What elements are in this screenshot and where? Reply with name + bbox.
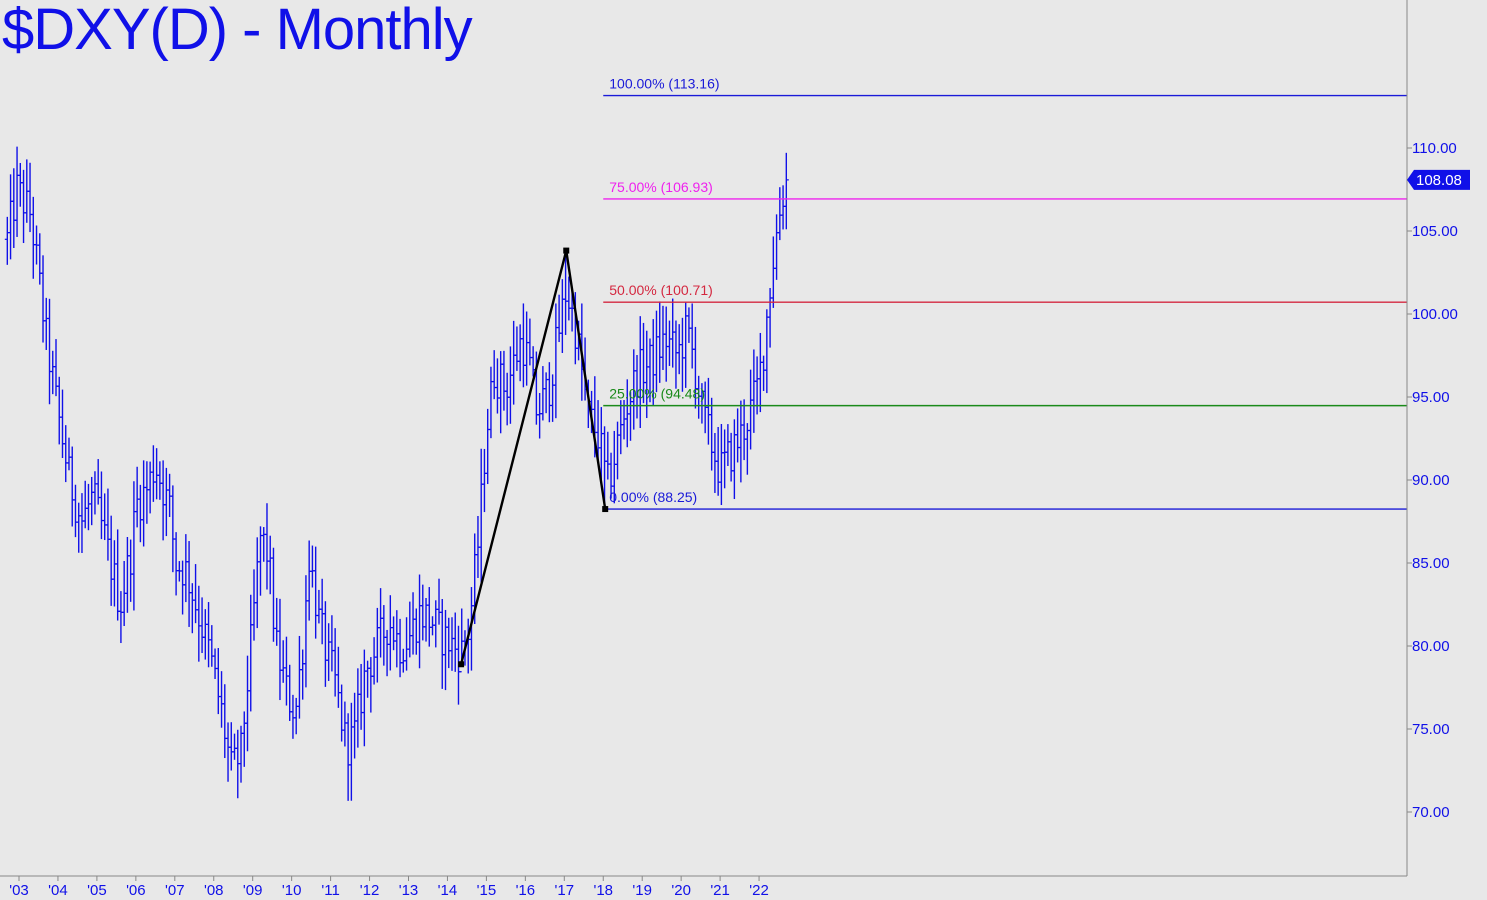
x-tick-label: '17 (555, 882, 575, 899)
y-tick-label: 70.00 (1412, 804, 1450, 821)
y-tick-label: 85.00 (1412, 555, 1450, 572)
x-tick-label: '06 (126, 882, 146, 899)
x-tick-label: '16 (516, 882, 536, 899)
fib-level-label: 100.00% (113.16) (609, 76, 719, 92)
x-tick-label: '10 (282, 882, 302, 899)
x-tick-label: '18 (593, 882, 613, 899)
x-tick-label: '21 (710, 882, 730, 899)
x-tick-label: '22 (749, 882, 769, 899)
fib-level-label: 50.00% (100.71) (609, 282, 713, 298)
y-tick-label: 100.00 (1412, 306, 1458, 323)
fib-level-label: 0.00% (88.25) (609, 489, 697, 505)
x-tick-label: '04 (48, 882, 68, 899)
pivot-marker (563, 247, 570, 254)
x-tick-label: '19 (632, 882, 652, 899)
last-price-tag (1407, 169, 1470, 190)
x-tick-label: '14 (438, 882, 458, 899)
x-tick-label: '07 (165, 882, 185, 899)
x-tick-label: '05 (87, 882, 107, 899)
x-tick-label: '12 (360, 882, 380, 899)
price-bars (4, 146, 789, 801)
fib-level-label: 75.00% (106.93) (609, 179, 713, 195)
pivot-marker (602, 506, 609, 513)
x-tick-label: '13 (399, 882, 419, 899)
pivot-marker (458, 661, 465, 668)
x-tick-label: '15 (477, 882, 497, 899)
pivot-path (458, 247, 609, 668)
y-tick-label: 90.00 (1412, 472, 1450, 489)
fib-levels: 100.00% (113.16) 75.00% (106.93) 50.00% (1… (603, 76, 1407, 510)
x-tick-label: '09 (243, 882, 263, 899)
y-tick-label: 105.00 (1412, 223, 1458, 240)
y-tick-label: 110.00 (1412, 140, 1457, 157)
x-tick-label: '20 (671, 882, 691, 899)
x-tick-label: '03 (9, 882, 29, 899)
last-price-label: 108.08 (1416, 172, 1462, 189)
chart-title: $DXY(D) - Monthly (2, 0, 473, 62)
x-tick-label: '11 (321, 882, 339, 899)
y-tick-label: 80.00 (1412, 638, 1450, 655)
y-tick-label: 95.00 (1412, 389, 1450, 406)
fib-level-label: 25.00% (94.48) (609, 386, 705, 402)
y-tick-label: 75.00 (1412, 721, 1450, 738)
x-tick-label: '08 (204, 882, 224, 899)
